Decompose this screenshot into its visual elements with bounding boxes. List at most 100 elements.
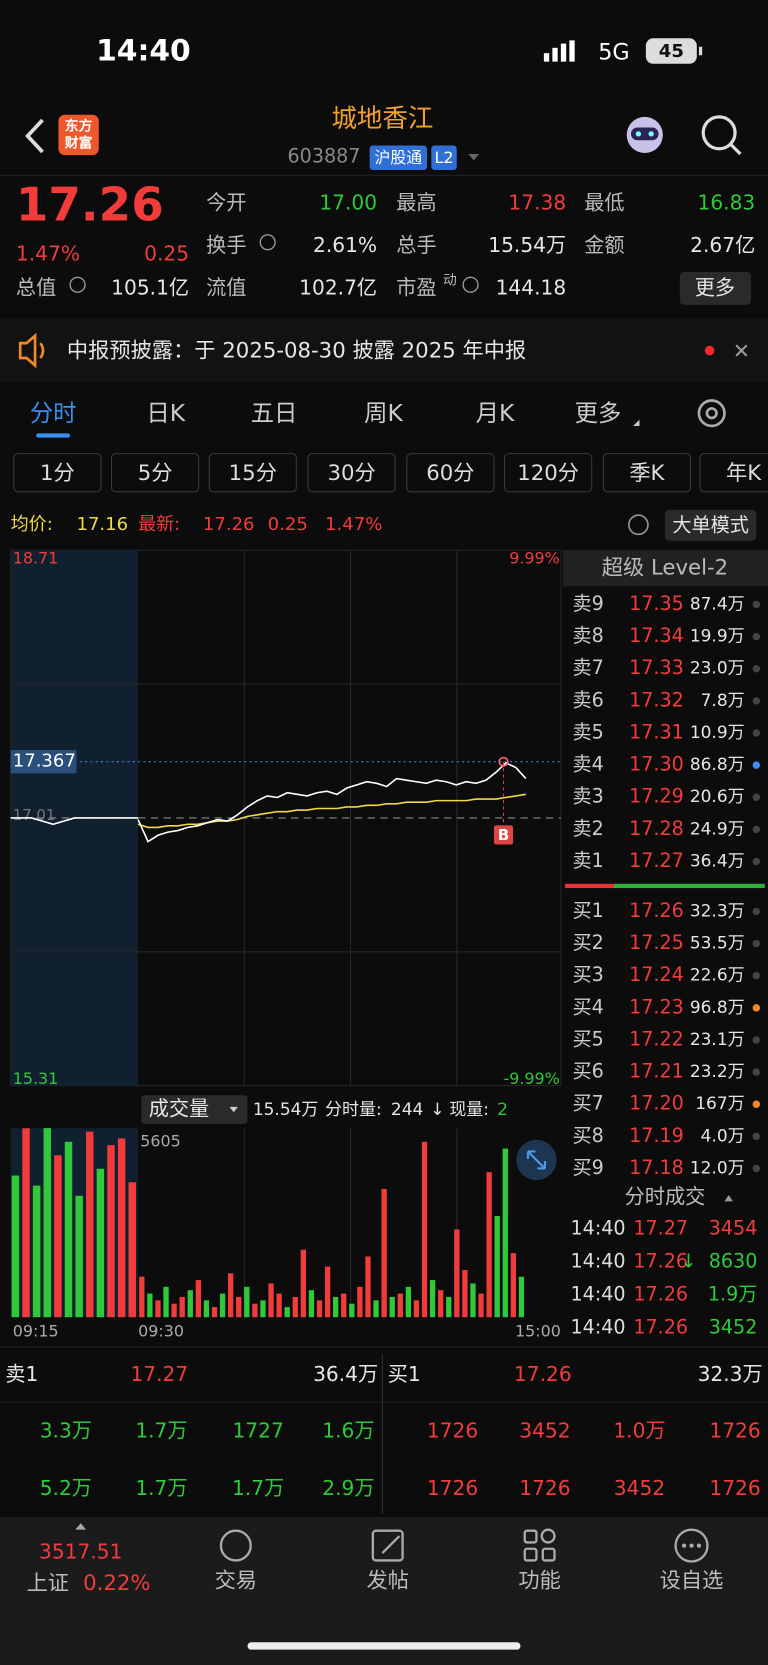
volume-selector-label: 成交量 (149, 1097, 210, 1121)
book-label: 买5 (573, 1027, 604, 1050)
cursor-label: 17.367 (13, 751, 76, 772)
tab[interactable]: 分时 (30, 399, 77, 427)
book-volume: 86.8万 (690, 755, 745, 775)
book-label: 买6 (573, 1060, 604, 1083)
book-dot (752, 697, 761, 705)
buy-detail: 1726 (709, 1476, 760, 1500)
dropdown-arrow[interactable] (468, 154, 480, 161)
bottom-nav (0, 1516, 768, 1665)
collapse-arrow[interactable] (724, 1195, 733, 1202)
period-button[interactable] (307, 453, 396, 493)
trade-volume: 3452 (709, 1315, 758, 1338)
book-price: 17.32 (629, 688, 684, 711)
index-value: 3517.51 (39, 1540, 122, 1564)
pct-min-label: -9.99% (503, 1069, 559, 1088)
nav-item[interactable]: 发帖 (366, 1569, 408, 1594)
tab[interactable]: 周K (364, 399, 403, 427)
volume-bar (219, 1293, 226, 1318)
volume-bar (413, 1300, 420, 1318)
volume-selector[interactable] (141, 1095, 248, 1124)
ratio-bar-buy (613, 883, 765, 889)
settings-icon[interactable] (697, 399, 726, 428)
network: 5G (598, 40, 629, 66)
book-volume: 96.8万 (690, 998, 745, 1018)
period-label: 年K (726, 461, 762, 486)
volume-total: 15.54万 (253, 1100, 319, 1120)
premarket-shade (10, 1128, 139, 1318)
volume-bar (292, 1296, 298, 1318)
volume-bar (147, 1293, 153, 1318)
time-label: 09:30 (138, 1322, 184, 1341)
close-button[interactable] (735, 344, 748, 357)
period-label: 60分 (426, 461, 474, 486)
tab[interactable]: 更多 (575, 399, 622, 427)
period-button[interactable] (208, 453, 297, 493)
search-icon[interactable] (701, 115, 742, 156)
pct-max-label: 9.99% (509, 548, 560, 567)
volume-bar (518, 1276, 525, 1318)
volume-bar (300, 1249, 307, 1318)
stat-value: 17.00 (319, 190, 377, 214)
volume-bar (43, 1128, 51, 1318)
sell-detail: 1.7万 (135, 1476, 187, 1500)
book-price: 17.29 (629, 785, 684, 808)
stat-sup: 动 (443, 272, 457, 288)
volume-bar (236, 1296, 242, 1318)
book-volume: 20.6万 (690, 787, 745, 807)
help-icon[interactable] (628, 514, 649, 536)
nav-item[interactable]: 交易 (215, 1569, 257, 1594)
volume-bar (486, 1172, 492, 1318)
book-price: 17.30 (629, 753, 684, 776)
y-max-label: 18.71 (13, 548, 59, 567)
notice-bar (0, 318, 768, 383)
tab[interactable]: 五日 (251, 399, 298, 427)
period-label: 1分 (40, 461, 75, 486)
volume-bar (502, 1148, 508, 1318)
book-dot (752, 857, 761, 866)
expand-arrow[interactable] (75, 1523, 87, 1530)
back-button[interactable] (25, 118, 44, 154)
volume-bar (244, 1286, 250, 1318)
book-volume: 22.6万 (690, 966, 745, 986)
sell-detail: 5.2万 (40, 1476, 92, 1500)
tab[interactable]: 日K (146, 399, 185, 427)
mode-button[interactable] (664, 509, 757, 541)
volume-bar (454, 1229, 460, 1318)
tab-indicator (36, 433, 71, 438)
period-button[interactable] (504, 453, 593, 493)
volume-cur-label: 现量: (449, 1100, 489, 1120)
book-price: 17.27 (629, 849, 684, 872)
tab[interactable]: 月K (476, 399, 515, 427)
index-pct: 0.22% (83, 1571, 150, 1596)
stat-value: 144.18 (496, 275, 567, 299)
book-price: 17.26 (629, 899, 684, 922)
nav-item[interactable]: 设自选 (660, 1569, 724, 1594)
volume-bar (11, 1175, 20, 1318)
nav-item[interactable]: 功能 (518, 1569, 560, 1594)
mode-label: 大单模式 (672, 513, 748, 536)
book-volume: 7.8万 (701, 691, 745, 711)
period-label: 15分 (229, 461, 277, 486)
period-button[interactable] (602, 453, 691, 493)
level2-header (562, 550, 768, 587)
volume-bar (478, 1293, 484, 1318)
more-button[interactable] (679, 271, 752, 305)
period-button[interactable] (406, 453, 495, 493)
book-price: 17.23 (629, 995, 684, 1018)
dropdown-arrow[interactable] (229, 1106, 238, 1113)
volume-bar (389, 1296, 395, 1318)
period-button[interactable] (699, 453, 768, 493)
buy-detail: 1726 (709, 1418, 760, 1442)
book-price: 17.25 (629, 931, 684, 954)
period-label: 120分 (517, 461, 579, 486)
volume-bar (195, 1280, 202, 1318)
book-volume: 167万 (695, 1094, 744, 1114)
sell-detail: 2.9万 (322, 1476, 374, 1500)
buy-detail: 3452 (614, 1476, 665, 1500)
sell-detail: 1.7万 (135, 1418, 187, 1442)
time-label: 15:00 (515, 1322, 561, 1341)
period-button[interactable] (13, 453, 102, 493)
period-button[interactable] (111, 453, 200, 493)
robot-icon[interactable] (626, 116, 663, 153)
